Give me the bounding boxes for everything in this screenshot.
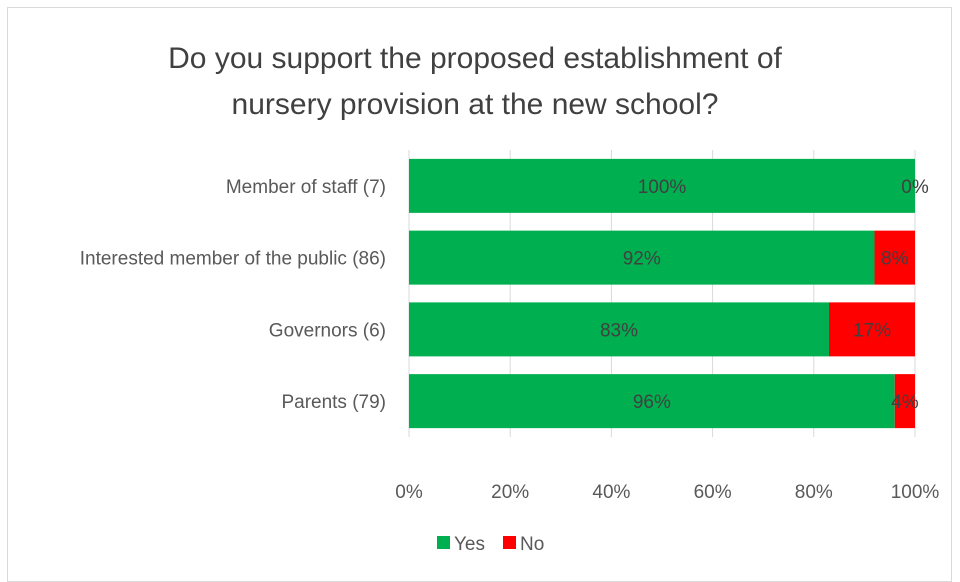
data-label-no-1: 8% [881, 249, 909, 270]
chart-title-line-2: nursery provision at the new school? [232, 88, 719, 121]
data-label-no-0: 0% [901, 177, 929, 198]
chart-title: Do you support the proposed establishmen… [168, 42, 782, 121]
bar-yes-1 [409, 230, 875, 285]
x-tick-label-1: 20% [491, 482, 529, 503]
legend: Yes No [437, 534, 544, 555]
bar-yes-3 [409, 374, 895, 429]
x-tick-label-0: 0% [395, 482, 423, 503]
category-label-3: Parents (79) [281, 392, 386, 413]
bar-no-2 [828, 302, 915, 357]
category-label-0: Member of staff (7) [226, 177, 386, 198]
data-label-yes-1: 92% [623, 249, 661, 270]
bar-no-3 [894, 374, 915, 429]
x-tick-label-5: 100% [891, 482, 940, 503]
bars [409, 158, 915, 429]
x-tick-label-2: 40% [592, 482, 630, 503]
bar-yes-0 [409, 158, 915, 213]
bar-yes-2 [409, 302, 829, 357]
legend-swatch-yes [437, 536, 450, 549]
legend-label-no: No [520, 534, 544, 555]
legend-label-yes: Yes [454, 534, 485, 555]
chart-title-line-1: Do you support the proposed establishmen… [168, 42, 782, 75]
data-label-no-2: 17% [853, 320, 891, 341]
bar-no-1 [874, 230, 915, 285]
chart-frame [7, 7, 952, 582]
category-label-2: Governors (6) [269, 320, 386, 341]
x-tick-label-3: 60% [694, 482, 732, 503]
category-label-1: Interested member of the public (86) [80, 249, 386, 270]
legend-swatch-no [503, 536, 516, 549]
data-label-yes-2: 83% [600, 320, 638, 341]
data-labels: 100% 0% 92% 8% 83% 17% 96% 4% [600, 177, 929, 413]
x-tick-label-4: 80% [795, 482, 833, 503]
data-label-yes-0: 100% [638, 177, 687, 198]
category-labels: Member of staff (7) Interested member of … [80, 177, 386, 413]
data-label-yes-3: 96% [633, 392, 671, 413]
x-tick-labels: 0% 20% 40% 60% 80% 100% [395, 482, 939, 503]
data-label-no-3: 4% [891, 392, 919, 413]
